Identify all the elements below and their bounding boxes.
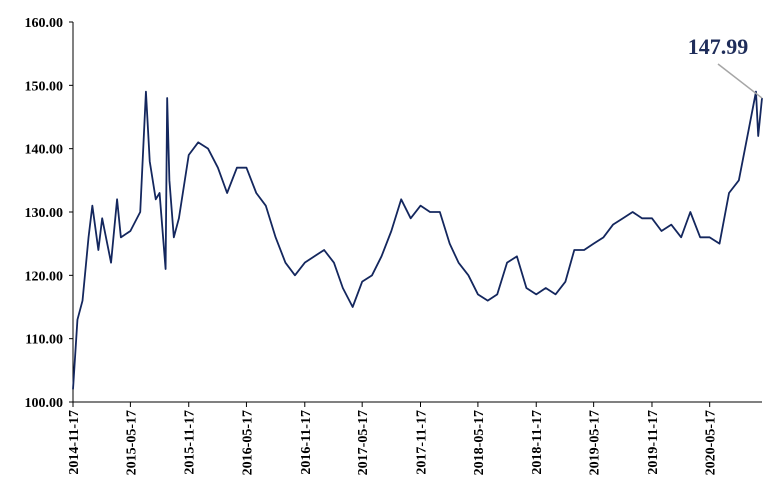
y-tick-label: 140.00 — [25, 143, 64, 158]
annotation: 147.99 — [688, 34, 749, 59]
x-tick-label: 2018-11-17 — [530, 410, 545, 475]
x-tick-label: 2017-11-17 — [415, 410, 430, 475]
x-tick-label: 2015-11-17 — [183, 410, 198, 475]
x-tick-label: 2018-05-17 — [472, 410, 487, 475]
x-tick-label: 2019-11-17 — [646, 410, 661, 475]
y-tick-label: 110.00 — [25, 333, 63, 348]
x-tick-label: 2020-05-17 — [704, 410, 719, 475]
y-tick-label: 130.00 — [25, 206, 64, 221]
x-tick-label: 2016-05-17 — [240, 410, 255, 475]
x-tick-label: 2015-05-17 — [124, 410, 139, 475]
x-tick-label: 2014-11-17 — [67, 410, 82, 475]
y-tick-label: 150.00 — [25, 79, 64, 94]
x-tick-label: 2016-11-17 — [299, 410, 314, 475]
data-line — [72, 90, 763, 390]
y-tick-label: 100.00 — [25, 396, 64, 411]
y-tick-label: 120.00 — [25, 269, 64, 284]
y-tick-label: 160.00 — [25, 16, 64, 31]
x-tick-label: 2019-05-17 — [588, 410, 603, 475]
annotation-pointer — [717, 63, 763, 99]
x-tick-label: 2017-05-17 — [356, 410, 371, 475]
